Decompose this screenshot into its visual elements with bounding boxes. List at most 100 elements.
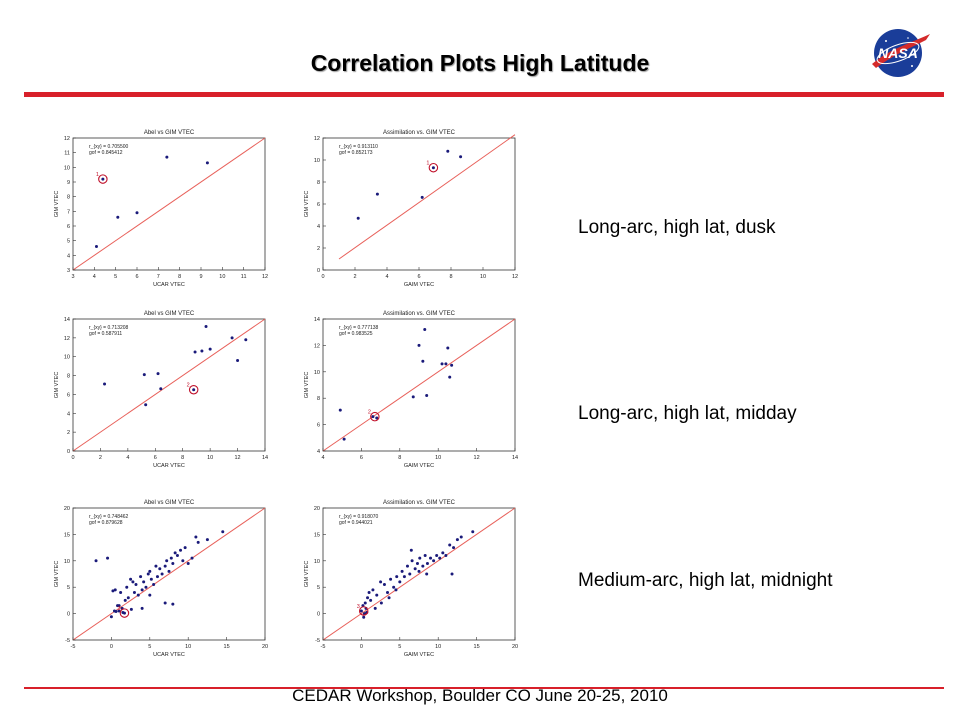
y-tick-label: 14	[314, 317, 320, 323]
x-tick-label: 8	[398, 455, 401, 461]
data-point	[116, 215, 120, 219]
data-point	[129, 607, 133, 611]
y-tick-label: 5	[317, 585, 320, 591]
y-tick-label: -5	[65, 638, 70, 644]
data-point	[375, 593, 379, 597]
data-point	[356, 216, 360, 220]
data-point	[398, 580, 402, 584]
data-point	[387, 596, 391, 600]
y-tick-label: 6	[67, 224, 70, 230]
marked-point-label: 2	[368, 410, 371, 416]
data-point	[382, 583, 386, 587]
x-axis-label: UCAR VTEC	[153, 463, 185, 469]
data-point	[205, 161, 209, 165]
x-tick-label: 20	[512, 644, 518, 650]
stats-text: gof = 0.944021	[339, 520, 373, 526]
data-point	[163, 564, 167, 568]
chart-title: Assimilation vs. GIM VTEC	[383, 311, 456, 317]
data-point	[169, 556, 173, 560]
data-point	[432, 559, 436, 563]
stats-text: gof = 0.845412	[89, 150, 123, 156]
y-tick-label: 10	[64, 165, 70, 171]
data-point	[171, 561, 175, 565]
y-tick-label: 15	[64, 532, 70, 538]
plot-midnight-abel: -5 0 5 10 15 20 -5 0 5 10 15 20 Abel vs GIM VTEC UCAR…	[40, 495, 270, 659]
y-tick-label: 0	[317, 612, 320, 618]
data-point	[471, 530, 475, 534]
data-point	[131, 580, 135, 584]
data-point	[117, 609, 121, 613]
chart-title: Abel vs GIM VTEC	[144, 500, 195, 506]
data-point	[369, 598, 373, 602]
marked-point-label: 3	[117, 606, 120, 612]
data-point	[367, 590, 371, 594]
data-point	[423, 328, 427, 332]
data-point	[221, 530, 225, 534]
x-axis-label: UCAR VTEC	[153, 282, 185, 288]
data-point	[190, 556, 194, 560]
data-point	[450, 363, 454, 367]
y-tick-label: 7	[67, 209, 70, 215]
footer-rule	[24, 687, 944, 689]
y-axis-label: GIM VTEC	[54, 372, 60, 399]
plot-midday-abel: 0 2 4 6 8 10 12 14 0 2 4 6 8 10 12 14 Abel vs GIM VTEC UC…	[40, 306, 270, 470]
x-tick-label: 12	[474, 455, 480, 461]
data-point	[379, 580, 383, 584]
y-tick-label: 12	[314, 136, 320, 142]
data-point	[142, 373, 146, 377]
data-point	[408, 572, 412, 576]
data-point	[431, 166, 435, 170]
data-point	[144, 585, 148, 589]
y-tick-label: 4	[67, 253, 70, 259]
data-point	[94, 245, 98, 249]
marked-point-ring	[188, 384, 199, 395]
y-tick-label: 20	[314, 506, 320, 512]
chart-title: Assimilation vs. GIM VTEC	[383, 500, 456, 506]
data-point	[395, 575, 399, 579]
data-point	[159, 387, 163, 391]
fit-line	[338, 134, 516, 260]
y-tick-label: 15	[314, 532, 320, 538]
x-tick-label: 5	[398, 644, 401, 650]
x-tick-label: 6	[360, 455, 363, 461]
data-point	[154, 564, 158, 568]
y-tick-label: 8	[67, 195, 70, 201]
data-point	[111, 589, 115, 593]
x-tick-label: 5	[114, 274, 117, 280]
caption-midday: Long-arc, high lat, midday	[578, 403, 797, 424]
data-point	[175, 554, 179, 558]
data-point	[163, 601, 167, 605]
data-point	[129, 577, 133, 581]
chart-title: Abel vs GIM VTEC	[144, 311, 195, 317]
x-tick-label: 0	[360, 644, 363, 650]
marked-point-ring	[98, 174, 108, 184]
data-point	[165, 559, 169, 563]
stats-text: r_{xy} = 0.705500	[89, 144, 129, 150]
marked-point-ring	[358, 606, 369, 616]
scatter-chart: 4 6 8 10 12 14 4 6 8 10 12 14 Assimilation vs. GIM V…	[304, 311, 518, 469]
data-point	[165, 155, 169, 159]
data-point	[415, 561, 419, 565]
data-point	[366, 596, 370, 600]
marked-point-label: 3	[357, 604, 360, 610]
data-point	[441, 551, 445, 555]
data-point	[417, 343, 421, 347]
data-point	[183, 546, 187, 550]
data-point	[410, 559, 414, 563]
data-point	[148, 593, 152, 597]
data-point	[158, 567, 162, 571]
data-point	[446, 149, 450, 153]
data-point	[421, 359, 425, 363]
y-tick-label: 10	[314, 559, 320, 565]
data-point	[448, 543, 452, 547]
scatter-chart: 0 2 4 6 8 10 12 14 0 2 4 6 8 10 12 14 Abel vs GIM VTEC UC…	[54, 311, 268, 469]
data-point	[205, 538, 209, 542]
y-tick-label: 4	[67, 411, 70, 417]
x-tick-label: 9	[199, 274, 202, 280]
y-tick-label: 0	[317, 268, 320, 274]
data-point	[452, 546, 456, 550]
nasa-logo: NASA	[872, 29, 930, 77]
data-point	[126, 596, 130, 600]
data-point	[200, 349, 204, 353]
y-tick-label: 6	[317, 202, 320, 208]
